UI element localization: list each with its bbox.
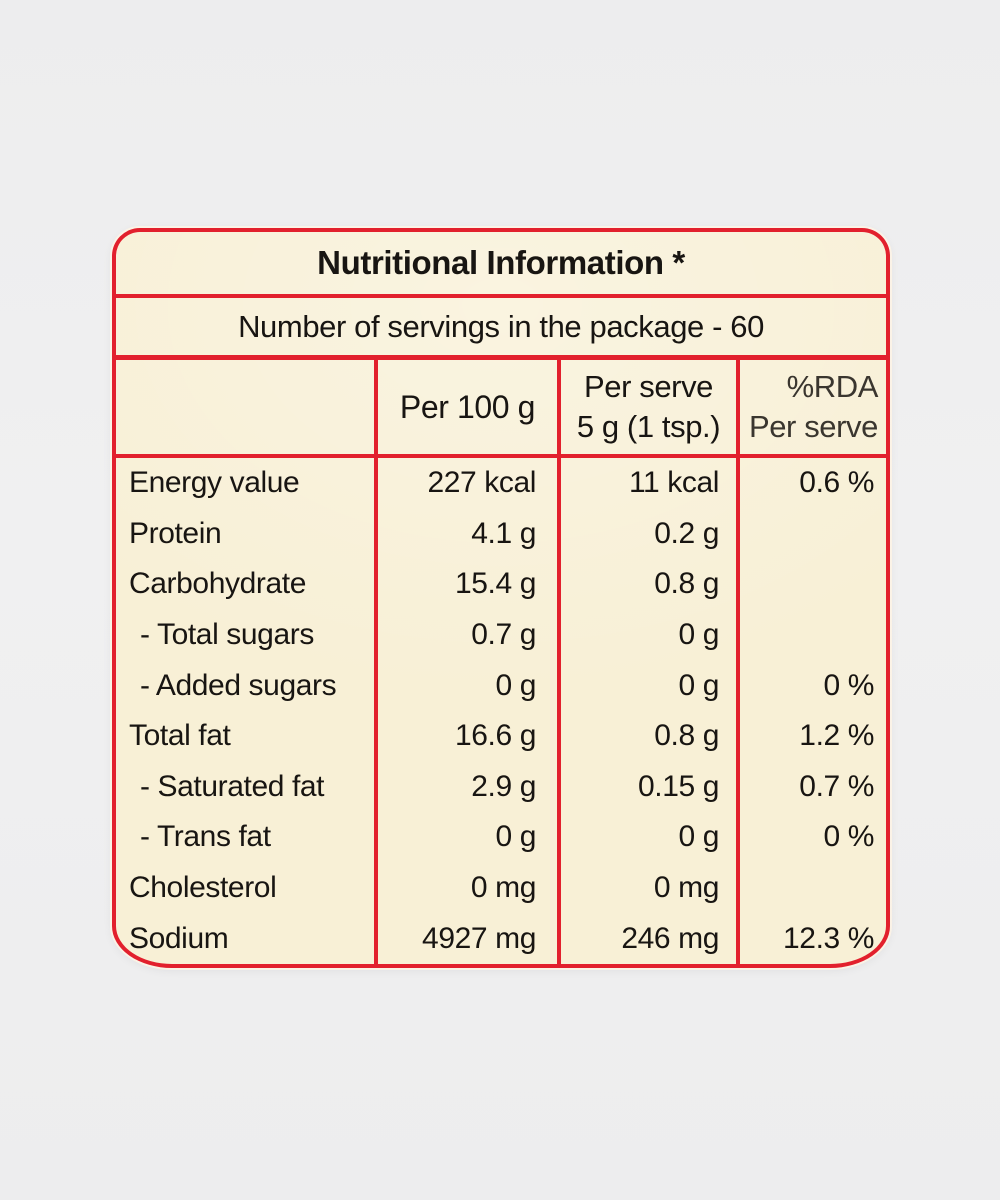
per-100g-cell: 0 mg bbox=[378, 862, 561, 914]
per-100g-cell: 16.6 g bbox=[378, 710, 561, 762]
table-row-total-sugars: - Total sugars 0.7 g 0 g bbox=[116, 609, 886, 661]
rda-cell: 0 % bbox=[823, 820, 875, 854]
nutrient-name-cell: - Added sugars bbox=[116, 660, 378, 711]
per-100g-cell: 15.4 g bbox=[378, 559, 561, 610]
label-title: Nutritional Information * bbox=[317, 244, 685, 281]
rda-cell bbox=[740, 509, 886, 560]
nutrient-name-cell: - Total sugars bbox=[116, 609, 378, 661]
rda-cell bbox=[740, 863, 886, 914]
table-row-added-sugars: - Added sugars 0 g 0 g 0 % bbox=[116, 660, 886, 711]
table-row-carbohydrate: Carbohydrate 15.4 g 0.8 g bbox=[116, 559, 886, 610]
per-100g-cell: 0 g bbox=[378, 660, 561, 711]
per-serve-cell: 0 g bbox=[561, 609, 740, 661]
header-rda-line1: %RDA bbox=[786, 369, 879, 405]
per-100g-cell: 4.1 g bbox=[378, 508, 561, 560]
nutrient-name-cell: Sodium bbox=[116, 913, 378, 964]
table-row-sodium: Sodium 4927 mg 246 mg 12.3 % bbox=[116, 913, 886, 964]
header-cell-per-serve: Per serve 5 g (1 tsp.) bbox=[561, 360, 740, 454]
table-row-total-fat: Total fat 16.6 g 0.8 g 1.2 % bbox=[116, 710, 886, 762]
nutrient-name-cell: - Trans fat bbox=[116, 812, 378, 863]
per-100g-cell: 227 kcal bbox=[378, 458, 561, 509]
per-serve-cell: 0.2 g bbox=[561, 508, 740, 560]
header-per-100g-text: Per 100 g bbox=[399, 388, 536, 425]
rda-cell: 12.3 % bbox=[783, 921, 874, 955]
nutrient-name-cell: - Saturated fat bbox=[116, 761, 378, 813]
per-serve-cell: 0 g bbox=[561, 660, 740, 711]
nutrient-name-cell: Total fat bbox=[116, 710, 378, 762]
table-row-cholesterol: Cholesterol 0 mg 0 mg bbox=[116, 862, 886, 914]
rda-cell bbox=[740, 610, 886, 661]
per-100g-cell: 0 g bbox=[378, 812, 561, 863]
per-serve-cell: 246 mg bbox=[561, 913, 740, 964]
per-serve-cell: 0.15 g bbox=[561, 761, 740, 813]
rda-cell bbox=[740, 559, 886, 610]
per-serve-cell: 0.8 g bbox=[561, 559, 740, 610]
nutrient-name-cell: Carbohydrate bbox=[116, 559, 378, 610]
nutrient-name-cell: Cholesterol bbox=[116, 862, 378, 914]
nutrient-name-cell: Energy value bbox=[116, 458, 378, 509]
per-serve-cell: 0 g bbox=[561, 812, 740, 863]
table-row-protein: Protein 4.1 g 0.2 g bbox=[116, 508, 886, 560]
per-serve-cell: 0 mg bbox=[561, 862, 740, 914]
per-100g-cell: 2.9 g bbox=[378, 761, 561, 813]
header-cell-nutrient bbox=[116, 360, 378, 454]
header-cell-rda: %RDA Per serve bbox=[740, 360, 886, 454]
nutrition-label: Nutritional Information * Number of serv… bbox=[112, 228, 890, 968]
table-header: Per 100 g Per serve 5 g (1 tsp.) %RDA Pe… bbox=[116, 360, 886, 458]
per-100g-cell: 4927 mg bbox=[378, 913, 561, 964]
nutrition-table-body: Energy value 227 kcal 11 kcal 0.6 % Prot… bbox=[116, 458, 886, 964]
header-per-serve-line1: Per serve bbox=[583, 369, 714, 405]
header-rda-line2: Per serve bbox=[748, 409, 878, 444]
per-serve-cell: 0.8 g bbox=[561, 710, 740, 762]
nutrient-name-cell: Protein bbox=[116, 508, 378, 560]
header-cell-per-100g: Per 100 g bbox=[378, 360, 561, 454]
per-serve-cell: 11 kcal bbox=[561, 458, 740, 509]
label-title-row: Nutritional Information * bbox=[116, 232, 886, 298]
servings-text: Number of servings in the package - 60 bbox=[238, 308, 764, 344]
per-100g-cell: 0.7 g bbox=[378, 609, 561, 661]
servings-row: Number of servings in the package - 60 bbox=[116, 298, 886, 360]
table-row-energy: Energy value 227 kcal 11 kcal 0.6 % bbox=[116, 458, 886, 509]
rda-cell: 1.2 % bbox=[799, 719, 874, 753]
table-row-trans-fat: - Trans fat 0 g 0 g 0 % bbox=[116, 812, 886, 863]
rda-cell: 0.6 % bbox=[799, 466, 874, 500]
header-per-serve-line2: 5 g (1 tsp.) bbox=[576, 409, 721, 444]
table-row-saturated-fat: - Saturated fat 2.9 g 0.15 g 0.7 % bbox=[116, 761, 886, 813]
rda-cell: 0.7 % bbox=[799, 769, 874, 803]
rda-cell: 0 % bbox=[823, 668, 875, 702]
